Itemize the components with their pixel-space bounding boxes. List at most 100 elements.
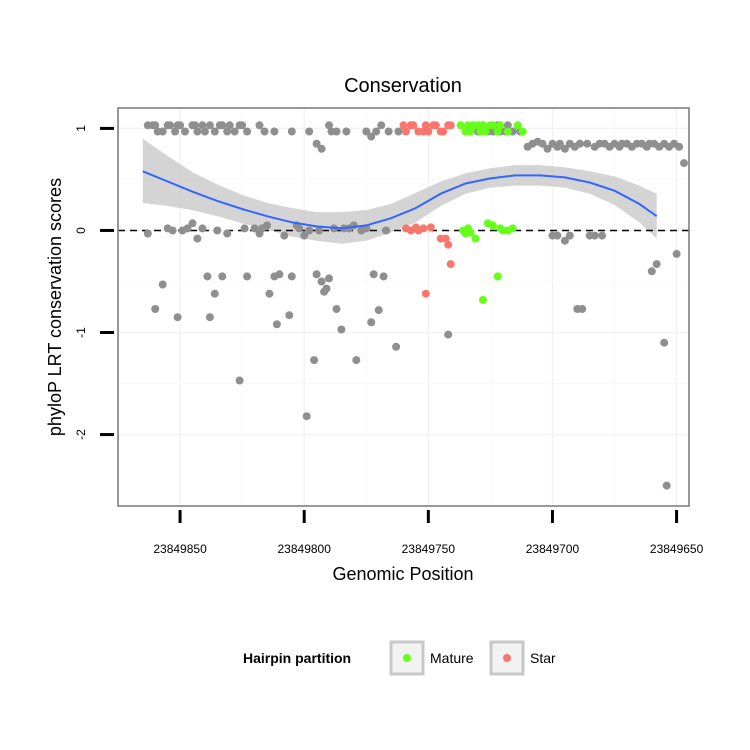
point-other	[315, 226, 324, 235]
point-other	[392, 342, 401, 351]
point-other	[295, 224, 304, 233]
point-mature	[456, 121, 465, 130]
point-other	[555, 139, 564, 148]
x-tick-label: 23849700	[526, 542, 580, 556]
legend-item-star: Star	[489, 640, 556, 676]
point-other	[317, 277, 326, 286]
point-other	[285, 311, 294, 320]
point-other	[235, 376, 244, 385]
point-other	[151, 305, 160, 313]
plot-border	[117, 107, 690, 507]
point-other	[367, 132, 376, 141]
point-other	[680, 159, 688, 168]
point-mature	[488, 121, 497, 130]
point-other	[503, 121, 512, 130]
point-other	[394, 127, 403, 136]
point-mature	[466, 228, 475, 237]
point-other	[287, 127, 296, 136]
point-other	[188, 219, 197, 228]
point-other	[176, 121, 185, 130]
point-star	[446, 121, 455, 130]
point-other	[325, 121, 333, 130]
point-other	[560, 144, 569, 153]
point-star	[426, 223, 435, 232]
point-other	[332, 127, 341, 136]
point-other	[317, 144, 326, 153]
point-other	[369, 270, 378, 279]
point-star	[402, 127, 410, 136]
point-other	[312, 270, 321, 279]
point-other	[240, 224, 249, 233]
legend-dot-star	[503, 654, 511, 662]
point-mature	[478, 121, 487, 130]
point-other	[183, 224, 192, 233]
y-tick-label: -1	[74, 327, 88, 338]
point-other	[322, 284, 331, 293]
point-star	[421, 121, 430, 130]
point-other	[575, 139, 584, 148]
point-other	[171, 127, 180, 136]
point-star	[439, 127, 448, 136]
point-other	[213, 226, 222, 235]
x-tick-label: 23849650	[650, 542, 704, 556]
plot-background	[118, 108, 689, 506]
point-other	[225, 121, 234, 130]
point-mature	[518, 127, 527, 136]
point-other	[379, 272, 388, 281]
point-other	[367, 318, 376, 327]
point-other	[250, 224, 259, 233]
point-other	[578, 305, 587, 313]
point-other	[372, 127, 381, 136]
point-mature	[503, 127, 512, 136]
point-other	[560, 236, 569, 245]
point-mature	[493, 127, 502, 136]
point-other	[173, 313, 182, 322]
point-mature	[471, 234, 480, 243]
point-mature	[481, 127, 490, 136]
point-other	[302, 412, 311, 421]
point-other	[660, 338, 669, 347]
legend-label-star: Star	[530, 650, 556, 666]
point-other	[193, 127, 202, 136]
point-other	[337, 325, 346, 334]
point-other	[203, 272, 212, 281]
x-tick-label: 23849850	[153, 542, 207, 556]
point-other	[275, 270, 284, 279]
point-other	[200, 127, 209, 136]
point-other	[191, 121, 199, 130]
point-other	[538, 139, 547, 148]
point-other	[260, 127, 269, 136]
point-other	[218, 272, 227, 281]
point-other	[158, 127, 167, 136]
legend-item-mature: Mature	[389, 640, 474, 676]
point-other	[205, 121, 214, 130]
point-other	[590, 231, 599, 240]
point-other	[223, 127, 232, 136]
point-mature	[508, 224, 517, 233]
x-axis: 23849850 23849800 23849750 23849700 23849650	[153, 510, 704, 556]
point-other	[210, 289, 219, 298]
point-mature	[466, 127, 475, 136]
point-other	[305, 226, 314, 235]
point-other	[193, 234, 202, 243]
y-axis: -2 -1 0 1	[74, 125, 114, 440]
y-tick-label: 0	[74, 227, 88, 234]
point-other	[342, 127, 351, 136]
point-other	[305, 127, 314, 136]
point-star	[419, 224, 428, 233]
point-other	[181, 127, 189, 136]
point-other	[198, 224, 207, 233]
point-star	[431, 121, 440, 130]
point-other	[374, 306, 383, 315]
x-axis-title: Genomic Position	[332, 564, 473, 584]
point-other	[280, 231, 289, 240]
legend-label-mature: Mature	[430, 650, 474, 666]
point-other	[270, 127, 279, 136]
scatter-points-layer	[143, 121, 688, 490]
point-other	[652, 260, 661, 269]
point-star	[399, 121, 408, 130]
point-other	[565, 231, 574, 240]
point-star	[424, 127, 433, 136]
point-other	[210, 127, 219, 136]
